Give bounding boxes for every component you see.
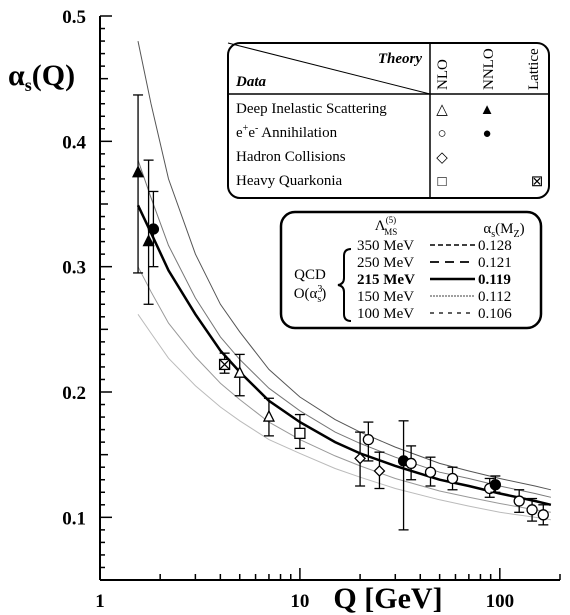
- circle-marker: [489, 479, 502, 491]
- circle-marker: [446, 472, 459, 485]
- x-axis-title: Q [GeV]: [333, 582, 442, 615]
- circle-marker: [513, 495, 525, 507]
- data-point: [537, 504, 549, 526]
- triangle-marker: [142, 234, 155, 247]
- data-point: [218, 352, 231, 374]
- data-point: [397, 420, 410, 531]
- y-tick-label: 0.5: [62, 7, 86, 28]
- legend-marker-quarkonia-nlo: □: [437, 174, 446, 190]
- data-point: [446, 466, 459, 491]
- qcd-label-order: O(α3 s): [294, 284, 327, 305]
- qcd-row-lambda: 150 MeV: [357, 289, 414, 305]
- qcd-row-value: 0.112: [478, 289, 511, 305]
- legend-marker-ee-nnlo: ●: [482, 126, 491, 142]
- legend-header-theory: Theory: [378, 51, 423, 67]
- data-point: [233, 353, 246, 397]
- circle-marker: [537, 509, 549, 521]
- data-point: [373, 451, 386, 490]
- x-tick-label: 1: [95, 591, 105, 612]
- y-axis-title: αs(Q): [8, 59, 75, 95]
- data-point: [405, 445, 417, 481]
- curve-250-mev: [137, 159, 552, 498]
- triangle-marker: [262, 409, 275, 422]
- data-point: [513, 489, 525, 513]
- data-point: [424, 456, 437, 487]
- qcd-label-qcd: QCD: [294, 267, 326, 283]
- legend-marker-ee-nlo: ○: [437, 126, 446, 142]
- curve-350-mev: [137, 40, 552, 491]
- legend-row-hadron: Hadron Collisions: [236, 149, 346, 165]
- x-tick-label: 10: [290, 591, 309, 612]
- qcd-row-lambda: 100 MeV: [357, 306, 414, 322]
- qcd-box: Λ(5) MS αs(MZ) QCD O(α3 s) 350 MeV 0.128250…: [279, 210, 543, 330]
- y-tick-label: 0.3: [62, 258, 86, 279]
- legend-table-frame: [227, 42, 550, 199]
- legend-marker-dis-nlo: △: [436, 102, 448, 118]
- diamond-marker: [373, 465, 386, 477]
- y-tick-label: 0.4: [62, 132, 86, 153]
- data-point: [354, 431, 367, 487]
- legend-header-diagonal: [227, 42, 431, 95]
- legend-marker-dis-nnlo: ▲: [480, 102, 495, 118]
- circle-marker: [147, 223, 160, 235]
- y-tick-label: 0.2: [62, 383, 86, 404]
- axes: [99, 15, 561, 581]
- legend-header-data: Data: [235, 74, 267, 90]
- x-tick-label: 100: [486, 591, 515, 612]
- circle-marker: [362, 433, 375, 446]
- data-points: [131, 94, 549, 531]
- data-point: [131, 94, 145, 274]
- tick-labels: 1 10 100 0.1 0.2 0.3 0.4 0.5: [62, 7, 514, 612]
- qcd-row-value: 0.128: [478, 238, 512, 254]
- theory-curves: [136, 40, 552, 521]
- qcd-row-lambda: 250 MeV: [357, 255, 414, 271]
- data-point: [262, 397, 275, 437]
- data-point: [294, 413, 306, 450]
- data-point: [142, 159, 155, 305]
- square-marker: [294, 427, 306, 440]
- qcd-brace: [337, 248, 352, 322]
- data-point: [362, 421, 375, 462]
- legend-row-dis: Deep Inelastic Scattering: [236, 101, 387, 117]
- legend-col-nnlo: NNLO: [481, 48, 497, 90]
- curve-100-mev: [137, 314, 551, 521]
- qcd-rows: 350 MeV 0.128 250 MeV 0.121 215 MeV 0.119 150 …: [357, 238, 512, 322]
- legend-col-nlo: NLO: [435, 59, 451, 90]
- data-point: [526, 497, 538, 522]
- qcd-row-value: 0.119: [478, 272, 511, 288]
- legend-marker-quarkonia-lattice: ⊠: [531, 174, 544, 190]
- data-point: [489, 475, 502, 493]
- legend-marker-hadron-nlo: ◇: [436, 150, 448, 166]
- diamond-marker: [354, 452, 367, 465]
- qcd-row-lambda: 215 MeV: [357, 272, 415, 288]
- circle-marker: [424, 466, 437, 478]
- circle-marker: [526, 504, 538, 516]
- curve-150-mev: [137, 266, 551, 513]
- qcd-row-value: 0.121: [478, 255, 512, 271]
- legend-col-lattice: Lattice: [526, 48, 542, 90]
- qcd-row-lambda: 350 MeV: [357, 238, 414, 254]
- circle-marker: [405, 457, 417, 470]
- qcd-box-frame: [279, 210, 543, 330]
- y-tick-label: 0.1: [62, 508, 86, 529]
- legend-table: Theory Data NLO NNLO Lattice Deep Inelas…: [227, 42, 550, 199]
- data-point: [147, 190, 160, 268]
- qcd-row-value: 0.106: [478, 306, 512, 322]
- triangle-marker: [131, 165, 145, 178]
- cross-line: [219, 358, 231, 370]
- triangle-marker: [233, 365, 246, 378]
- legend-row-quarkonia: Heavy Quarkonia: [236, 173, 343, 189]
- legend-row-ee: e+e- Annihilation: [236, 123, 338, 141]
